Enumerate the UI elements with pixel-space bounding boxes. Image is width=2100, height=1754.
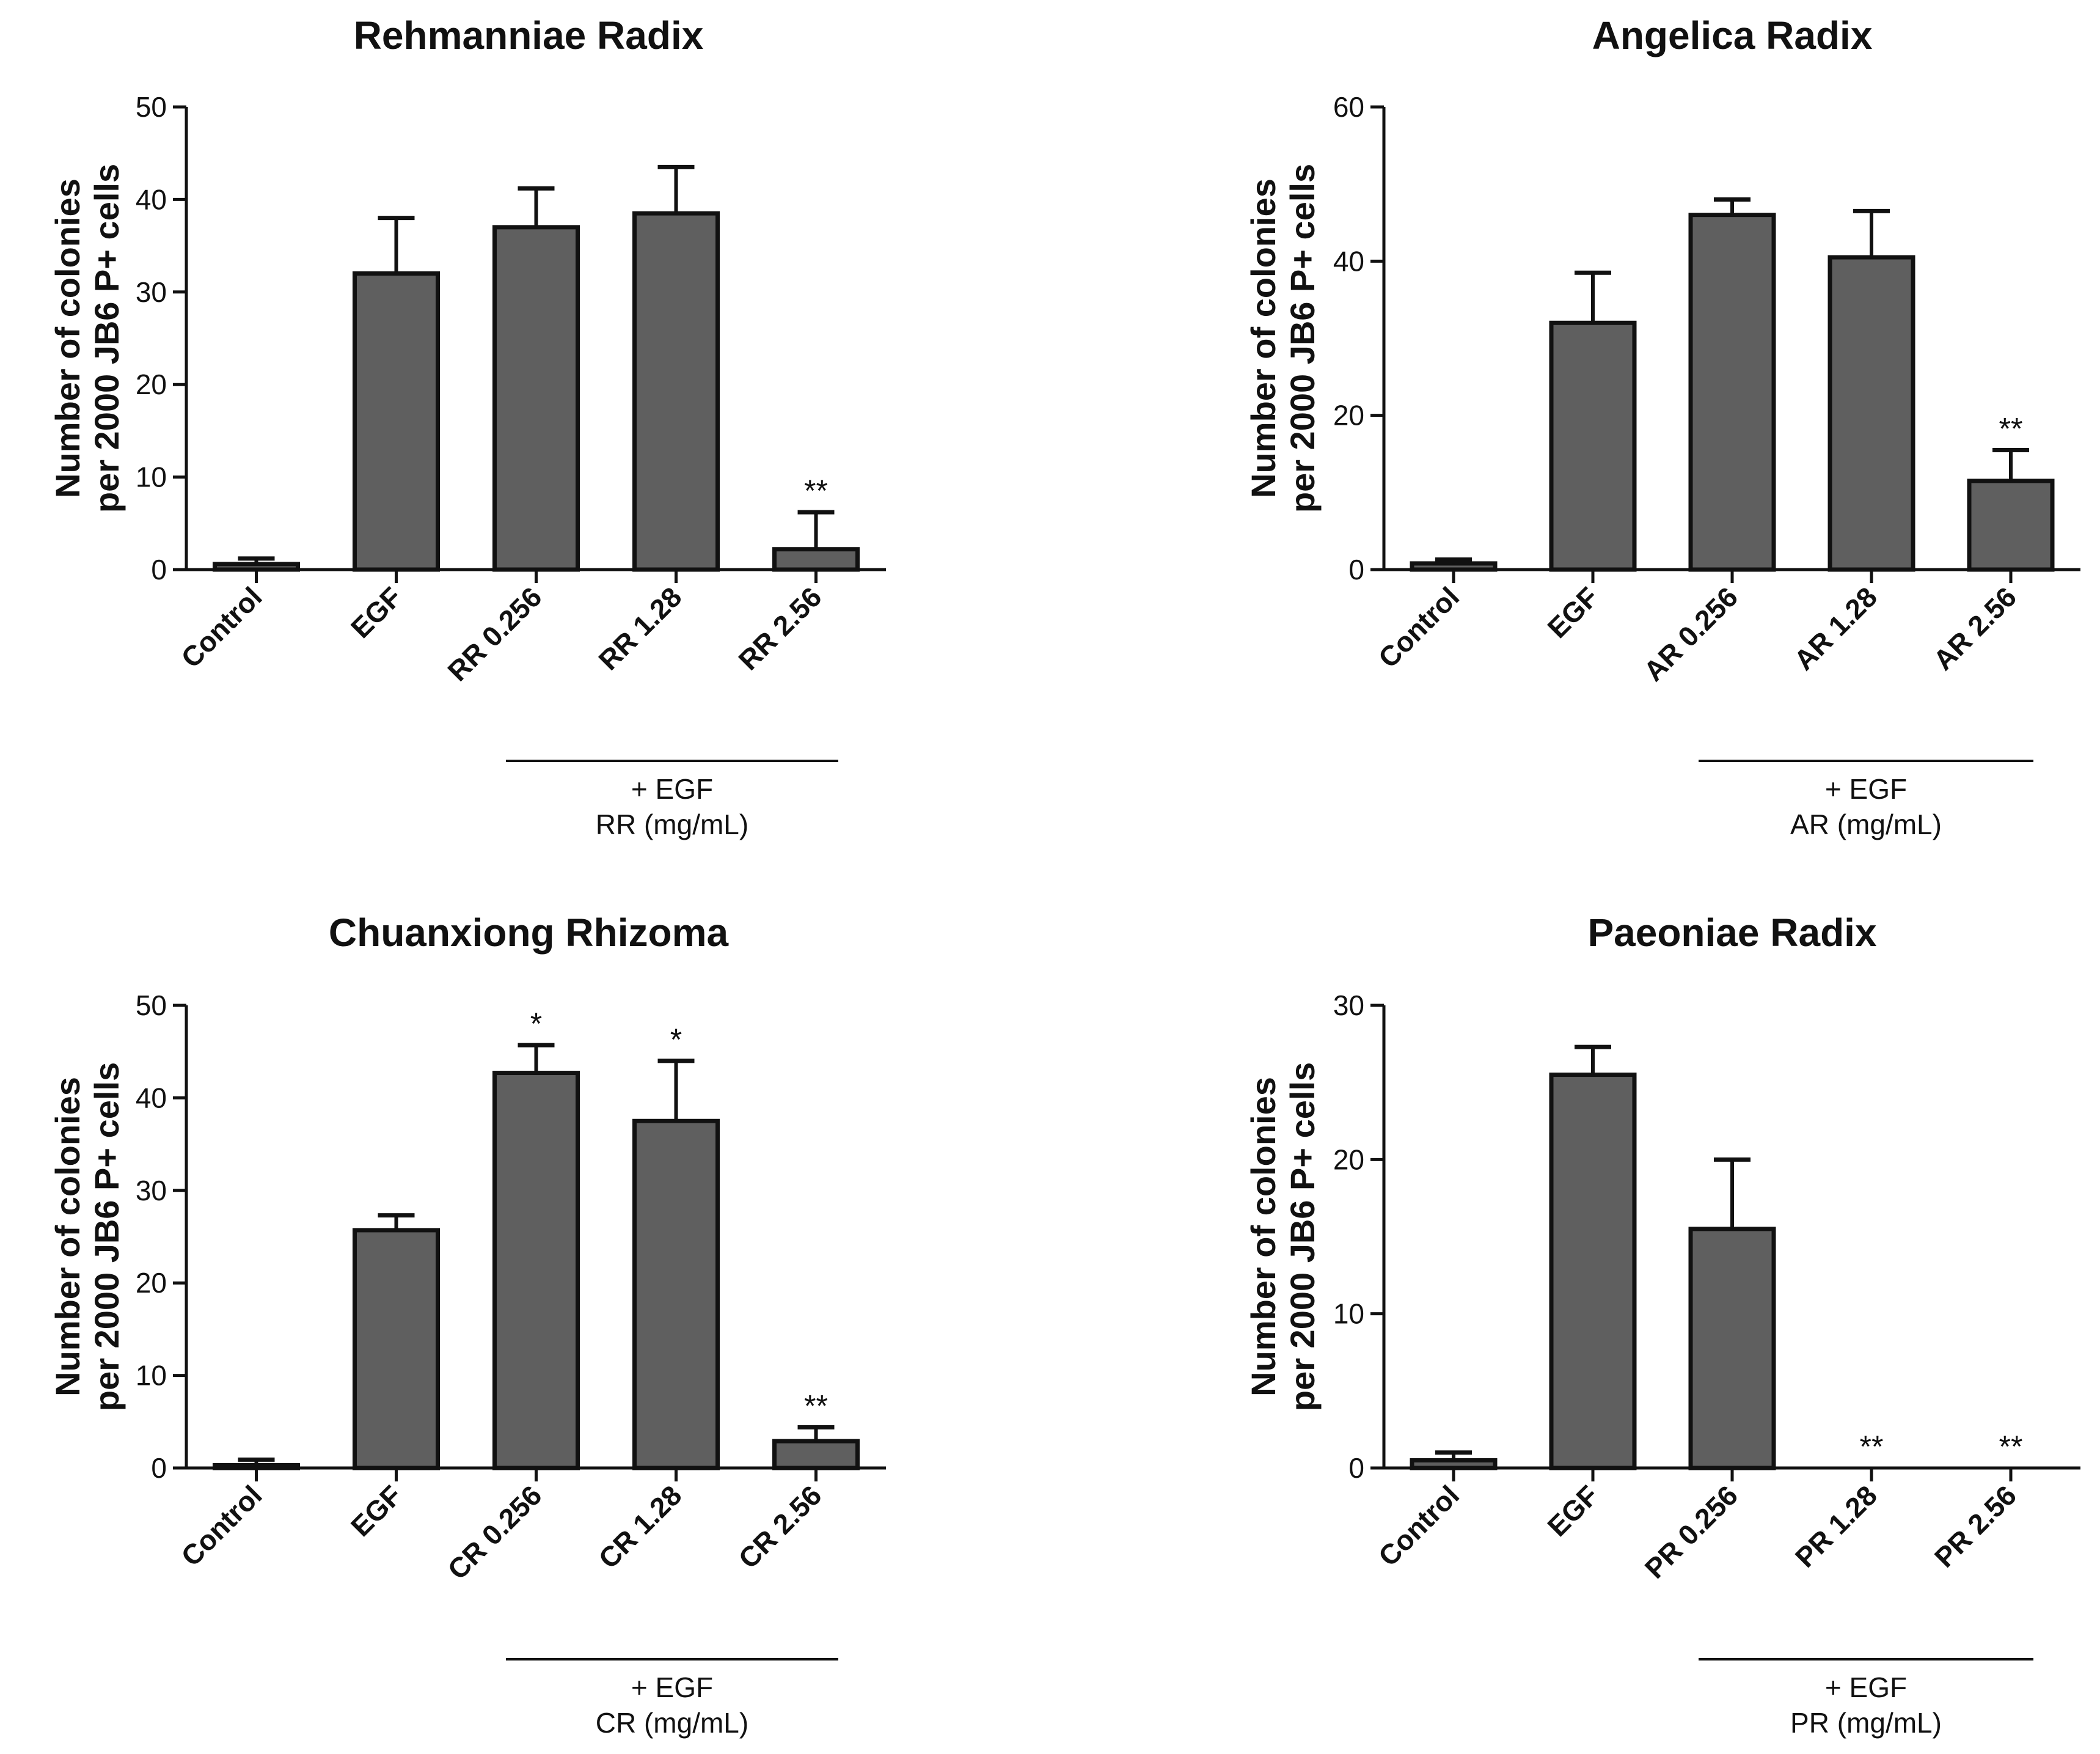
group-label: + EGF: [631, 1671, 713, 1703]
y-axis-label-line: Number of colonies: [48, 178, 87, 498]
y-tick-label: 20: [136, 1267, 167, 1299]
x-tick-label: EGF: [345, 1479, 408, 1543]
bar: [213, 1462, 300, 1470]
x-tick-label: Control: [175, 1479, 268, 1572]
y-axis-label-line: per 2000 JB6 P+ cells: [1283, 164, 1322, 513]
chart-panel: Angelica Radix Number of coloniesper 2000…: [1244, 13, 2080, 840]
x-tick-label: EGF: [345, 581, 408, 644]
x-tick-label: AR 1.28: [1788, 581, 1883, 676]
significance-marker: *: [530, 1007, 542, 1041]
x-tick-label: CR 0.256: [441, 1479, 547, 1585]
y-tick-label: 40: [136, 1082, 167, 1114]
chart-panel: Chuanxiong Rhizoma Number of coloniesper …: [48, 911, 886, 1739]
x-tick-label: RR 2.56: [732, 581, 827, 676]
y-axis-label-line: per 2000 JB6 P+ cells: [1283, 1062, 1322, 1411]
chart-panel: Rehmanniae Radix Number of coloniesper 20…: [48, 13, 886, 840]
x-tick-label: RR 0.256: [441, 581, 547, 687]
group-label: AR (mg/mL): [1790, 809, 1942, 840]
y-axis-label: Number of coloniesper 2000 JB6 P+ cells: [48, 164, 126, 513]
y-tick-label: 50: [136, 91, 167, 123]
bar: [772, 547, 860, 572]
y-tick-label: 10: [136, 1360, 167, 1392]
y-tick-label: 0: [1348, 554, 1364, 585]
bar: [492, 225, 580, 572]
x-tick-label: AR 2.56: [1927, 581, 2022, 676]
bar: [1549, 1073, 1637, 1470]
significance-marker: **: [1999, 411, 2023, 446]
bar: [492, 1071, 580, 1470]
significance-marker: **: [804, 1389, 828, 1423]
x-tick-label: AR 0.256: [1637, 581, 1744, 687]
group-label: + EGF: [1825, 773, 1907, 805]
bar: [353, 271, 440, 572]
y-tick-label: 30: [1333, 989, 1364, 1021]
y-axis-label-line: per 2000 JB6 P+ cells: [87, 1062, 126, 1411]
y-tick-label: 20: [1333, 400, 1364, 431]
y-axis-label-line: Number of colonies: [1244, 178, 1282, 498]
y-tick-label: 10: [136, 461, 167, 493]
y-tick-label: 0: [151, 1452, 167, 1484]
bar: [1410, 1458, 1498, 1470]
y-tick-label: 0: [1348, 1452, 1364, 1484]
chart-title: Rehmanniae Radix: [354, 13, 704, 57]
chart-panel: Paeoniae Radix Number of coloniesper 2000…: [1244, 911, 2080, 1739]
x-tick-label: RR 1.28: [592, 581, 687, 676]
y-tick-label: 60: [1333, 91, 1364, 123]
bar: [772, 1439, 860, 1470]
bar: [1549, 320, 1637, 572]
y-tick-label: 30: [136, 1175, 167, 1206]
y-tick-label: 10: [1333, 1298, 1364, 1330]
significance-marker: **: [804, 474, 828, 508]
y-axis-label: Number of coloniesper 2000 JB6 P+ cells: [1244, 164, 1322, 513]
y-axis-label: Number of coloniesper 2000 JB6 P+ cells: [1244, 1062, 1322, 1411]
bar: [1827, 255, 1915, 572]
y-tick-label: 40: [136, 183, 167, 215]
x-tick-label: Control: [175, 581, 268, 673]
significance-marker: **: [1860, 1429, 1884, 1464]
bar: [213, 562, 300, 572]
group-label: RR (mg/mL): [596, 809, 748, 840]
chart-title: Paeoniae Radix: [1587, 911, 1877, 955]
chart-title: Angelica Radix: [1592, 13, 1873, 57]
y-tick-label: 30: [136, 276, 167, 308]
chart-title: Chuanxiong Rhizoma: [329, 911, 729, 955]
x-tick-label: PR 2.56: [1928, 1479, 2022, 1573]
bar: [632, 211, 720, 572]
x-tick-label: Control: [1372, 1479, 1465, 1572]
y-axis-label-line: Number of colonies: [1244, 1077, 1282, 1396]
y-axis-label-line: per 2000 JB6 P+ cells: [87, 164, 126, 513]
y-axis-label: Number of coloniesper 2000 JB6 P+ cells: [48, 1062, 126, 1411]
significance-marker: **: [1999, 1429, 2023, 1464]
y-tick-label: 20: [1333, 1143, 1364, 1175]
bar: [1688, 213, 1776, 572]
group-label: + EGF: [631, 773, 713, 805]
significance-marker: *: [670, 1022, 682, 1057]
x-tick-label: Control: [1372, 581, 1465, 673]
x-tick-label: PR 1.28: [1789, 1479, 1883, 1573]
bar: [1688, 1227, 1776, 1470]
group-label: CR (mg/mL): [596, 1707, 748, 1739]
y-tick-label: 0: [151, 554, 167, 585]
y-axis-label-line: Number of colonies: [48, 1077, 87, 1396]
x-tick-label: CR 1.28: [592, 1479, 687, 1574]
bar: [1967, 479, 2055, 572]
bar: [353, 1228, 440, 1470]
group-label: PR (mg/mL): [1790, 1707, 1942, 1739]
x-tick-label: EGF: [1541, 1479, 1604, 1543]
x-tick-label: PR 0.256: [1639, 1479, 1744, 1584]
group-label: + EGF: [1825, 1671, 1907, 1703]
x-tick-label: CR 2.56: [732, 1479, 827, 1574]
x-tick-label: EGF: [1541, 581, 1604, 644]
y-tick-label: 20: [136, 369, 167, 400]
y-tick-label: 50: [136, 989, 167, 1021]
bar: [632, 1118, 720, 1470]
bar: [1410, 561, 1498, 572]
y-tick-label: 40: [1333, 245, 1364, 277]
